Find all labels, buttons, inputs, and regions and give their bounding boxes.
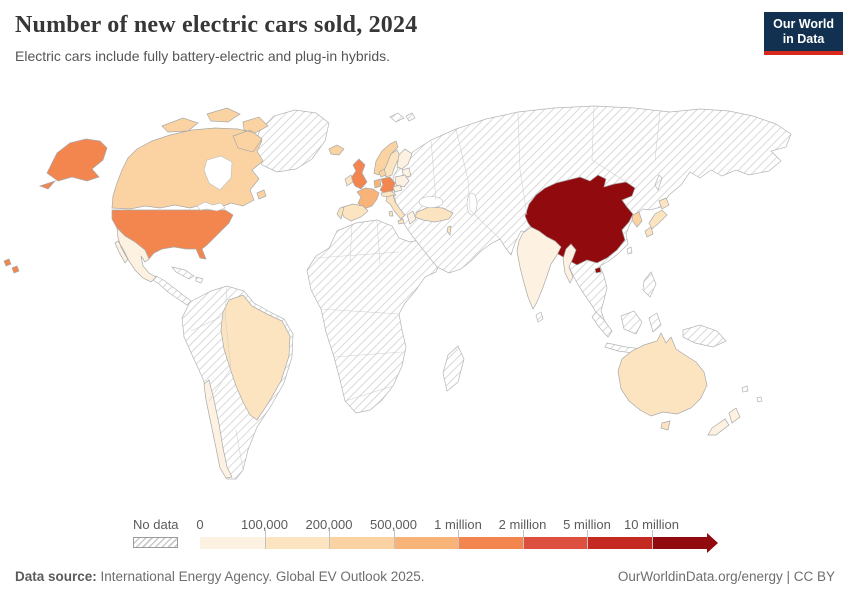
country-denmark[interactable]: [378, 168, 387, 178]
country-finland[interactable]: [396, 148, 413, 170]
region-sumatra[interactable]: [591, 311, 613, 338]
legend-bin-5[interactable]: [522, 537, 587, 549]
country-united-kingdom[interactable]: [350, 158, 368, 190]
legend-tick-4: [458, 530, 459, 549]
country-poland[interactable]: [394, 174, 410, 188]
map-legend: No data 0 100,000 200,000 500,000 1 million 2…: [0, 516, 850, 558]
region-sakhalin[interactable]: [654, 174, 663, 191]
data-countries: [3, 107, 741, 479]
legend-edge-label-4: 1 million: [434, 517, 482, 532]
region-sulawesi[interactable]: [648, 312, 662, 333]
country-spain[interactable]: [340, 203, 369, 222]
legend-tick-6: [587, 530, 588, 549]
country-thailand[interactable]: [562, 243, 577, 284]
legend-edge-label-0: 0: [196, 517, 204, 532]
chart-subtitle: Electric cars include fully battery-elec…: [15, 48, 391, 64]
legend-tick-7: [651, 530, 653, 549]
data-source-text: International Energy Agency. Global EV O…: [96, 569, 425, 584]
legend-edge-label-1: 100,000: [241, 517, 288, 532]
legend-tick-3: [393, 530, 395, 549]
great-lakes: [196, 201, 226, 212]
country-ireland[interactable]: [344, 174, 354, 187]
country-canada[interactable]: [161, 107, 269, 200]
legend-bin-1[interactable]: [264, 537, 329, 549]
region-africa[interactable]: [306, 219, 442, 414]
legend-tick-2: [329, 530, 330, 549]
region-new-guinea[interactable]: [682, 324, 727, 348]
legend-edge-label-2: 200,000: [305, 517, 353, 532]
country-united-states[interactable]: [38, 138, 108, 190]
legend-color-bar: 0 100,000 200,000 500,000 1 million 2 million…: [196, 516, 740, 558]
country-south-korea[interactable]: [631, 211, 643, 228]
country-france[interactable]: [356, 187, 380, 210]
region-taiwan[interactable]: [626, 246, 633, 255]
country-brazil[interactable]: [220, 294, 291, 421]
legend-edge-label-5: 2 million: [498, 517, 547, 532]
legend-bin-3[interactable]: [393, 537, 458, 549]
country-baltics[interactable]: [401, 167, 412, 178]
country-iceland[interactable]: [328, 144, 345, 156]
country-benelux[interactable]: [373, 178, 382, 189]
country-israel[interactable]: [446, 225, 452, 236]
hudson-bay: [203, 155, 233, 191]
region-sri-lanka[interactable]: [535, 311, 544, 323]
data-source-note: Data source: International Energy Agency…: [15, 569, 425, 584]
region-madagascar[interactable]: [442, 345, 465, 392]
owid-logo[interactable]: Our World in Data: [764, 12, 843, 55]
no-data-label: No data: [133, 517, 179, 532]
country-czechia[interactable]: [392, 184, 403, 193]
region-svalbard[interactable]: [389, 112, 416, 123]
country-chile[interactable]: [203, 379, 233, 479]
region-caribbean[interactable]: [171, 266, 204, 284]
legend-bin-2[interactable]: [329, 537, 394, 549]
country-canada[interactable]: [111, 127, 264, 210]
country-mexico[interactable]: [114, 227, 157, 283]
legend-edge-label-6: 5 million: [563, 517, 611, 532]
black-sea: [418, 196, 444, 208]
owid-logo-line2: in Data: [782, 32, 825, 46]
data-source-label: Data source:: [15, 569, 97, 584]
legend-bin-6[interactable]: [587, 537, 652, 549]
country-italy[interactable]: [385, 194, 406, 225]
legend-tick-1: [264, 530, 266, 549]
owid-url-license[interactable]: OurWorldinData.org/energy | CC BY: [617, 569, 835, 584]
region-borneo[interactable]: [620, 310, 643, 335]
region-pacific-islands[interactable]: [741, 385, 763, 403]
country-united-states[interactable]: [3, 258, 20, 274]
legend-bin-7[interactable]: [651, 537, 707, 549]
owid-logo-line1: Our World: [773, 17, 834, 31]
legend-bin-0[interactable]: [200, 537, 265, 549]
legend-arrow: [707, 533, 718, 553]
page-title: Number of new electric cars sold, 2024: [15, 12, 418, 38]
region-central-america[interactable]: [152, 275, 192, 306]
country-portugal[interactable]: [336, 206, 345, 220]
country-greece[interactable]: [406, 210, 417, 225]
region-greenland[interactable]: [253, 109, 330, 173]
country-japan[interactable]: [644, 197, 670, 238]
legend-bin-4[interactable]: [458, 537, 523, 549]
chart-footer: Data source: International Energy Agency…: [15, 569, 835, 584]
country-india[interactable]: [516, 226, 562, 310]
country-new-zealand[interactable]: [707, 407, 741, 436]
chart-header: Number of new electric cars sold, 2024 E…: [15, 12, 755, 64]
legend-edge-label-3: 500,000: [370, 517, 417, 532]
legend-edge-label-7: 10 million: [624, 517, 679, 532]
region-philippines[interactable]: [642, 271, 657, 298]
country-australia[interactable]: [617, 332, 708, 431]
country-borders-overlay: [190, 105, 661, 471]
no-data-swatch[interactable]: [133, 537, 178, 548]
legend-tick-5: [522, 530, 524, 549]
